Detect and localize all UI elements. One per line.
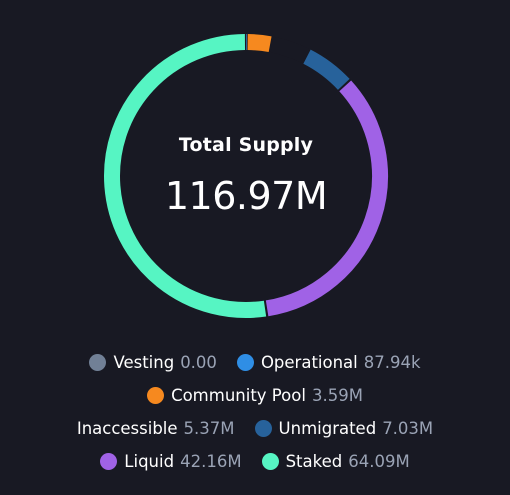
legend-row: Inaccessible 5.37M Unmigrated 7.03M: [0, 412, 510, 445]
legend-label: Staked: [285, 452, 343, 471]
legend-value: 87.94k: [363, 353, 421, 372]
legend-item-liquid[interactable]: Liquid 42.16M: [100, 452, 242, 471]
legend-value: 3.59M: [311, 386, 363, 405]
legend-row: Vesting 0.00 Operational 87.94k: [0, 346, 510, 379]
legend-item-vesting[interactable]: Vesting 0.00: [89, 353, 217, 372]
liquid-dot-icon: [100, 453, 118, 470]
donut-slice-inaccessible[interactable]: [270, 36, 309, 64]
legend-label: Inaccessible: [76, 419, 178, 438]
legend-item-operational[interactable]: Operational 87.94k: [236, 353, 421, 372]
unmigrated-dot-icon: [254, 420, 272, 437]
legend-item-unmigrated[interactable]: Unmigrated 7.03M: [254, 419, 434, 438]
donut-slice-community-pool[interactable]: [247, 34, 272, 53]
legend-item-staked[interactable]: Staked 64.09M: [261, 452, 410, 471]
legend-label: Liquid: [124, 452, 175, 471]
legend: Vesting 0.00 Operational 87.94k Communit…: [0, 346, 510, 478]
legend-label: Operational: [260, 353, 358, 372]
donut-slice-unmigrated[interactable]: [303, 49, 350, 91]
community-pool-dot-icon: [147, 387, 165, 404]
legend-value: 7.03M: [382, 419, 434, 438]
legend-value: 42.16M: [180, 452, 242, 471]
legend-label: Unmigrated: [278, 419, 377, 438]
legend-item-community-pool[interactable]: Community Pool 3.59M: [147, 386, 363, 405]
legend-label: Community Pool: [171, 386, 306, 405]
legend-value: 64.09M: [348, 452, 410, 471]
donut-slice-liquid[interactable]: [265, 80, 388, 317]
center-value: 116.97M: [164, 174, 328, 218]
total-supply-donut-chart: Total Supply 116.97M: [97, 27, 395, 325]
legend-row: Liquid 42.16M Staked 64.09M: [0, 445, 510, 478]
legend-item-inaccessible[interactable]: Inaccessible 5.37M: [77, 419, 235, 438]
vesting-dot-icon: [89, 354, 107, 371]
legend-row: Community Pool 3.59M: [0, 379, 510, 412]
center-title: Total Supply: [178, 134, 314, 156]
legend-label: Vesting: [113, 353, 175, 372]
donut-svg: [104, 34, 388, 318]
staked-dot-icon: [261, 453, 279, 470]
legend-value: 0.00: [180, 353, 217, 372]
legend-value: 5.37M: [183, 419, 235, 438]
donut-slice-staked[interactable]: [104, 34, 267, 318]
operational-dot-icon: [236, 354, 254, 371]
